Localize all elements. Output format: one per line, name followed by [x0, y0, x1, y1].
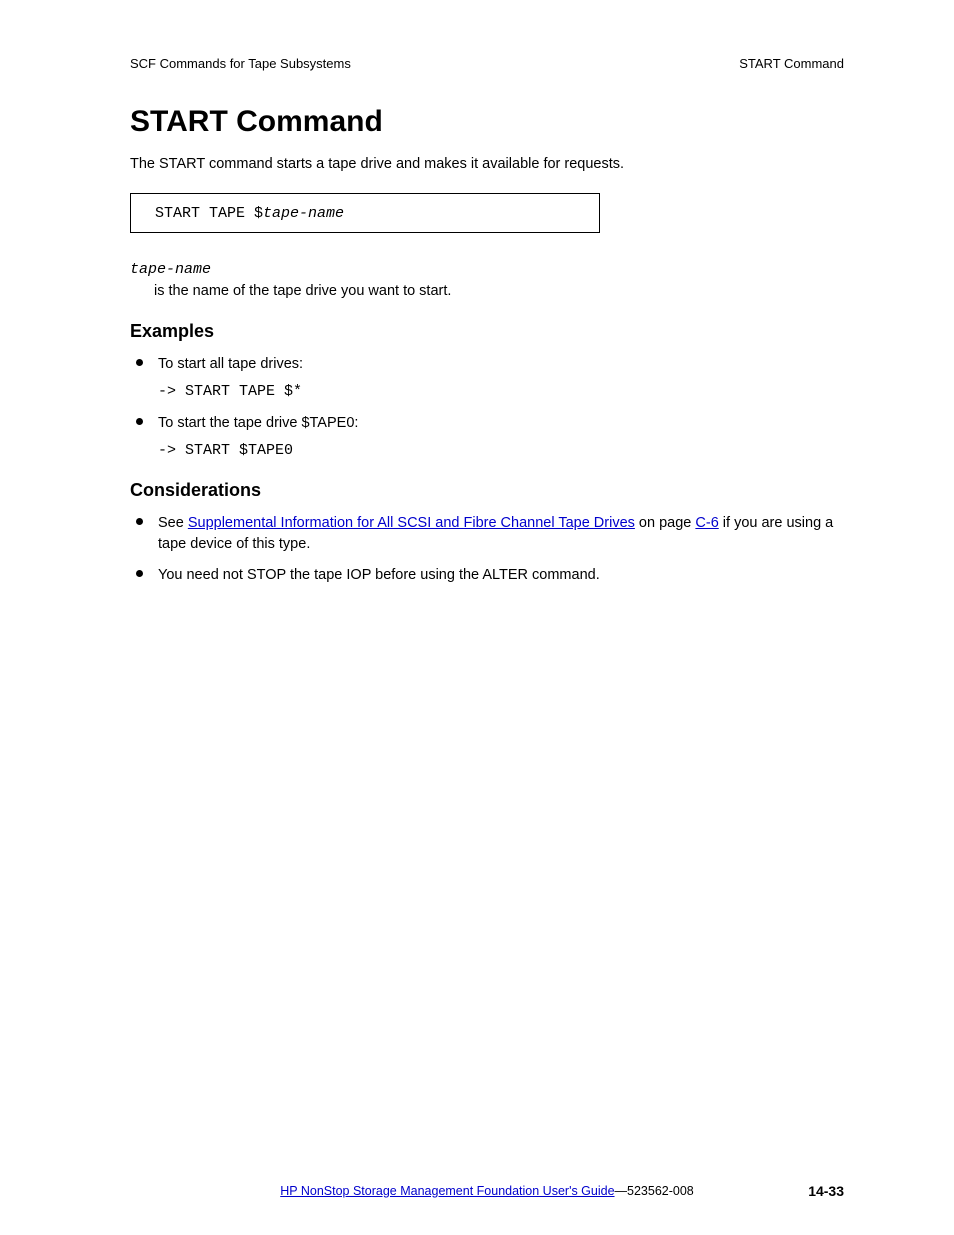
consideration-plain: You need not STOP the tape IOP before us…	[158, 567, 600, 583]
considerations-list: See Supplemental Information for All SCS…	[130, 513, 844, 586]
examples-heading: Examples	[130, 321, 844, 342]
footer-doc-code: 523562-008	[627, 1184, 694, 1198]
cross-ref-link[interactable]: Supplemental Information for All SCSI an…	[188, 515, 635, 531]
footer-doc-link[interactable]: HP NonStop Storage Management Foundation…	[280, 1184, 614, 1198]
example-item: To start the tape drive $TAPE0: -> START…	[130, 413, 844, 462]
intro-paragraph: The START command starts a tape drive an…	[130, 155, 844, 175]
footer-page-number: 14-33	[724, 1183, 844, 1199]
example-text: To start the tape drive $TAPE0:	[158, 415, 358, 431]
running-header: SCF Commands for Tape Subsystems START C…	[130, 56, 844, 71]
examples-list: To start all tape drives: -> START TAPE …	[130, 354, 844, 462]
consideration-pre: See	[158, 515, 188, 531]
syntax-box: START TAPE $tape-name	[130, 193, 600, 233]
header-left: SCF Commands for Tape Subsystems	[130, 56, 351, 71]
considerations-heading: Considerations	[130, 480, 844, 501]
consideration-post1: on page	[635, 515, 695, 531]
header-right: START Command	[739, 56, 844, 71]
example-code: -> START TAPE $*	[158, 381, 844, 403]
example-code: -> START $TAPE0	[158, 440, 844, 462]
syntax-prefix: START TAPE $	[155, 205, 263, 222]
consideration-item: You need not STOP the tape IOP before us…	[130, 565, 844, 586]
example-item: To start all tape drives: -> START TAPE …	[130, 354, 844, 403]
param-name: tape-name	[130, 261, 844, 278]
footer-dash: —	[615, 1184, 628, 1198]
footer-center: HP NonStop Storage Management Foundation…	[250, 1183, 724, 1199]
example-text: To start all tape drives:	[158, 356, 303, 372]
page-footer: HP NonStop Storage Management Foundation…	[130, 1183, 844, 1199]
consideration-item: See Supplemental Information for All SCS…	[130, 513, 844, 555]
page-title: START Command	[130, 105, 844, 139]
syntax-param: tape-name	[263, 205, 344, 222]
page-ref-link[interactable]: C-6	[695, 515, 718, 531]
page: SCF Commands for Tape Subsystems START C…	[0, 0, 954, 1235]
syntax-line: START TAPE $tape-name	[155, 205, 344, 222]
param-desc: is the name of the tape drive you want t…	[154, 282, 844, 302]
